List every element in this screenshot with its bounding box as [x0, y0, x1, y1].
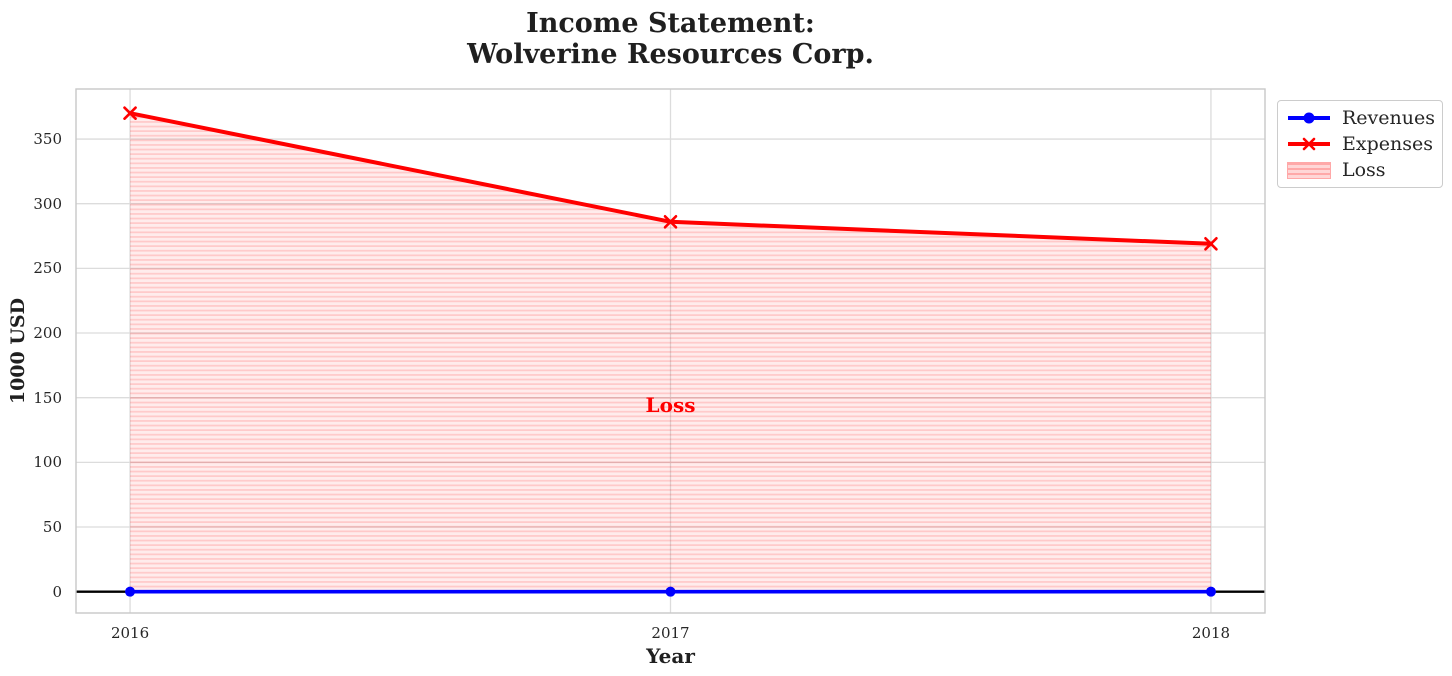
- y-tick-label: 300: [33, 194, 62, 213]
- x-tick-label: 2018: [1191, 624, 1231, 642]
- revenues-line-swatch: [1288, 112, 1330, 124]
- y-tick-label: 50: [42, 518, 62, 536]
- legend-item-loss: Loss: [1287, 159, 1433, 181]
- x-tick-label: 2017: [651, 624, 690, 642]
- chart-title-line2: Wolverine Resources Corp.: [467, 39, 874, 70]
- y-axis-label: 1000 USD: [7, 297, 29, 405]
- x-tick-label: 2016: [110, 624, 150, 642]
- expenses-line-swatch: [1288, 137, 1330, 151]
- y-tick-label: 150: [33, 388, 62, 407]
- legend-label-revenues: Revenues: [1342, 107, 1435, 129]
- legend-item-expenses: Expenses: [1287, 133, 1433, 155]
- y-tick-label: 350: [33, 130, 62, 149]
- y-tick-label: 250: [33, 259, 62, 278]
- legend-label-loss: Loss: [1342, 159, 1386, 181]
- chart-title-line1: Income Statement:: [526, 8, 815, 39]
- y-tick-label: 200: [33, 324, 62, 343]
- legend-label-expenses: Expenses: [1342, 133, 1433, 155]
- y-tick-label: 100: [33, 453, 62, 472]
- loss-annotation: Loss: [645, 393, 696, 418]
- legend: Revenues Expenses Loss: [1277, 100, 1443, 188]
- x-axis-label: Year: [646, 644, 695, 668]
- legend-item-revenues: Revenues: [1287, 107, 1435, 129]
- loss-patch-swatch: [1287, 161, 1331, 179]
- chart-title: Income Statement: Wolverine Resources Co…: [76, 8, 1265, 70]
- y-tick-label: 0: [52, 582, 62, 601]
